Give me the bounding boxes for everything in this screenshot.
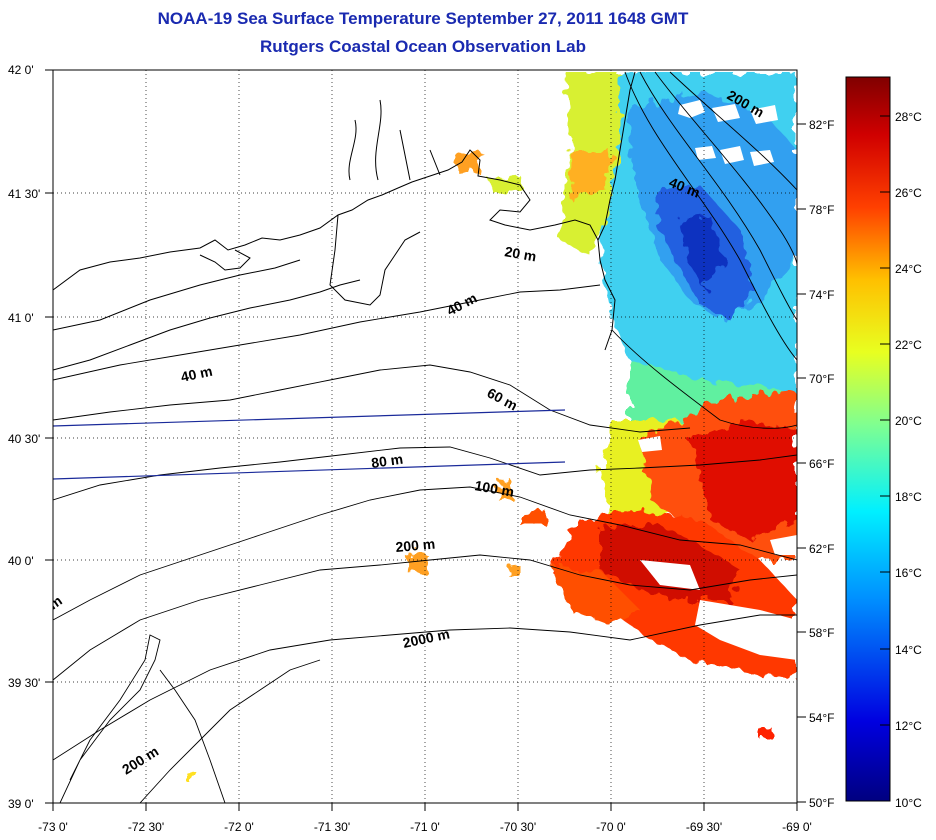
coastline <box>53 71 636 371</box>
c-label-22: 22°C <box>895 338 922 352</box>
latitude-labels: 42 0' 41 30' 41 0' 40 30' 40 0' 39 30' 3… <box>8 63 40 811</box>
grid-lines <box>53 70 797 803</box>
tracks <box>53 409 566 480</box>
f-label-74: 74°F <box>809 288 834 302</box>
f-label-78: 78°F <box>809 203 834 217</box>
depth-label-200-mid: 200 m <box>395 536 436 555</box>
lat-label-40-30: 40 30' <box>8 432 40 446</box>
longitude-labels: -73 0' -72 30' -72 0' -71 30' -71 0' -70… <box>38 820 812 834</box>
lon-label-70-30: -70 30' <box>500 820 536 834</box>
depth-label-edge: m <box>46 592 65 612</box>
lat-label-40: 40 0' <box>8 554 34 568</box>
lon-label-71-30: -71 30' <box>314 820 350 834</box>
lon-label-70: -70 0' <box>596 820 626 834</box>
lon-label-72-30: -72 30' <box>128 820 164 834</box>
lat-label-39: 39 0' <box>8 797 34 811</box>
lon-label-71: -71 0' <box>410 820 440 834</box>
bathymetry-contours <box>53 71 797 803</box>
f-label-54: 54°F <box>809 711 834 725</box>
colorbar: 28°C 26°C 24°C 22°C 20°C 18°C 16°C 14°C … <box>845 76 922 810</box>
c-label-14: 14°C <box>895 643 922 657</box>
c-label-10: 10°C <box>895 796 922 810</box>
c-label-20: 20°C <box>895 414 922 428</box>
f-label-50: 50°F <box>809 796 834 810</box>
lat-label-41: 41 0' <box>8 311 34 325</box>
frame-ticks <box>45 69 798 811</box>
depth-label-40-w: 40 m <box>179 363 214 385</box>
f-label-70: 70°F <box>809 372 834 386</box>
map-subtitle: Rutgers Coastal Ocean Observation Lab <box>260 37 586 56</box>
f-label-82: 82°F <box>809 118 834 132</box>
depth-label-20: 20 m <box>503 243 537 264</box>
depth-label-80: 80 m <box>370 451 404 471</box>
depth-label-100: 100 m <box>473 477 515 500</box>
sst-field <box>185 72 797 782</box>
f-label-66: 66°F <box>809 457 834 471</box>
c-label-24: 24°C <box>895 262 922 276</box>
lat-label-41-30: 41 30' <box>8 187 40 201</box>
lon-label-73: -73 0' <box>38 820 68 834</box>
f-label-58: 58°F <box>809 626 834 640</box>
lat-label-39-30: 39 30' <box>8 676 40 690</box>
c-label-16: 16°C <box>895 566 922 580</box>
c-label-18: 18°C <box>895 490 922 504</box>
lon-label-69-30: -69 30' <box>686 820 722 834</box>
c-label-28: 28°C <box>895 110 922 124</box>
lon-label-72: -72 0' <box>224 820 254 834</box>
fahrenheit-scale: 82°F 78°F 74°F 70°F 66°F 62°F 58°F 54°F … <box>797 118 834 810</box>
colorbar-ramp <box>845 76 891 802</box>
map-title: NOAA-19 Sea Surface Temperature Septembe… <box>157 9 689 28</box>
lon-label-69: -69 0' <box>782 820 812 834</box>
f-label-62: 62°F <box>809 542 834 556</box>
c-label-12: 12°C <box>895 719 922 733</box>
c-label-26: 26°C <box>895 186 922 200</box>
lat-label-42: 42 0' <box>8 63 34 77</box>
